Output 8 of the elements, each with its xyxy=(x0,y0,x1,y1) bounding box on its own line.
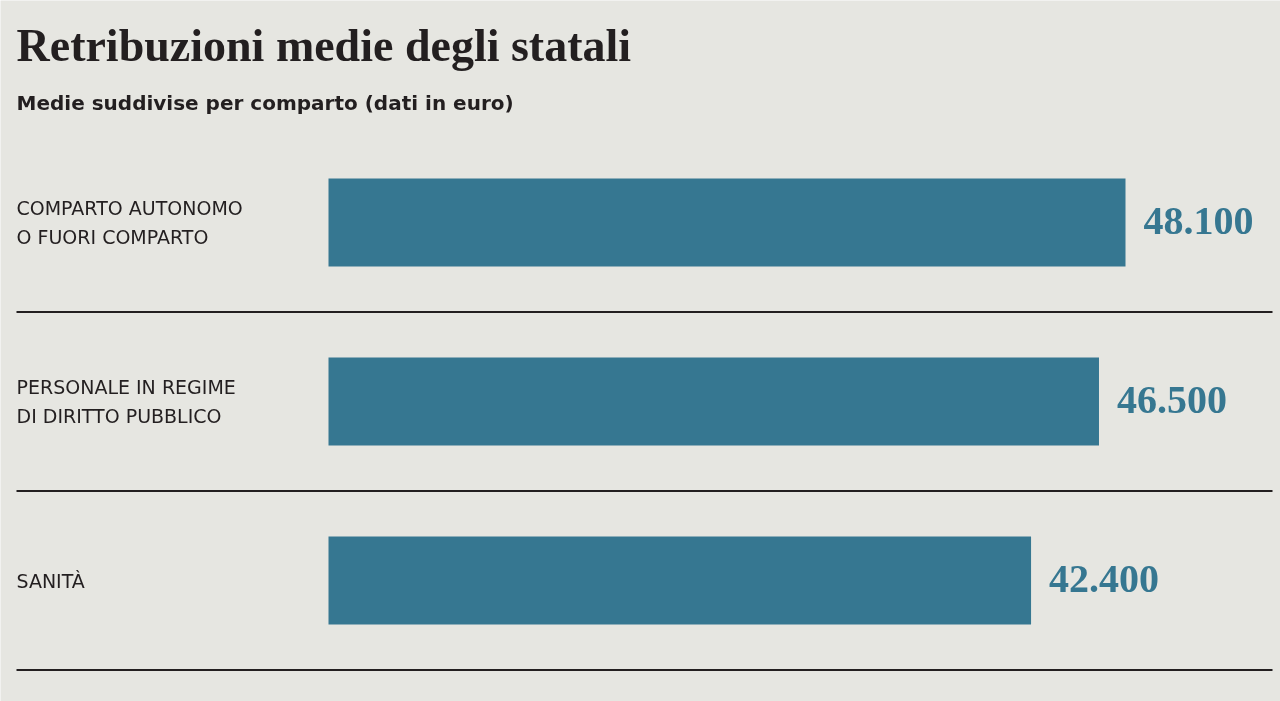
data-label: 46.500 xyxy=(1116,376,1227,422)
y-tick-label: COMPARTO AUTONOMO O FUORI COMPARTO xyxy=(16,197,243,248)
data-label: 48.100 xyxy=(1143,197,1254,243)
chart-subtitle: Medie suddivise per comparto (dati in euro) xyxy=(16,90,514,115)
y-tick-label: PERSONALE IN REGIME DI DIRITTO PUBBLICO xyxy=(16,376,236,427)
y-tick-label: SANITÀ xyxy=(16,569,85,592)
chart-title: Retribuzioni medie degli statali xyxy=(16,20,632,71)
data-label: 42.400 xyxy=(1049,555,1160,601)
